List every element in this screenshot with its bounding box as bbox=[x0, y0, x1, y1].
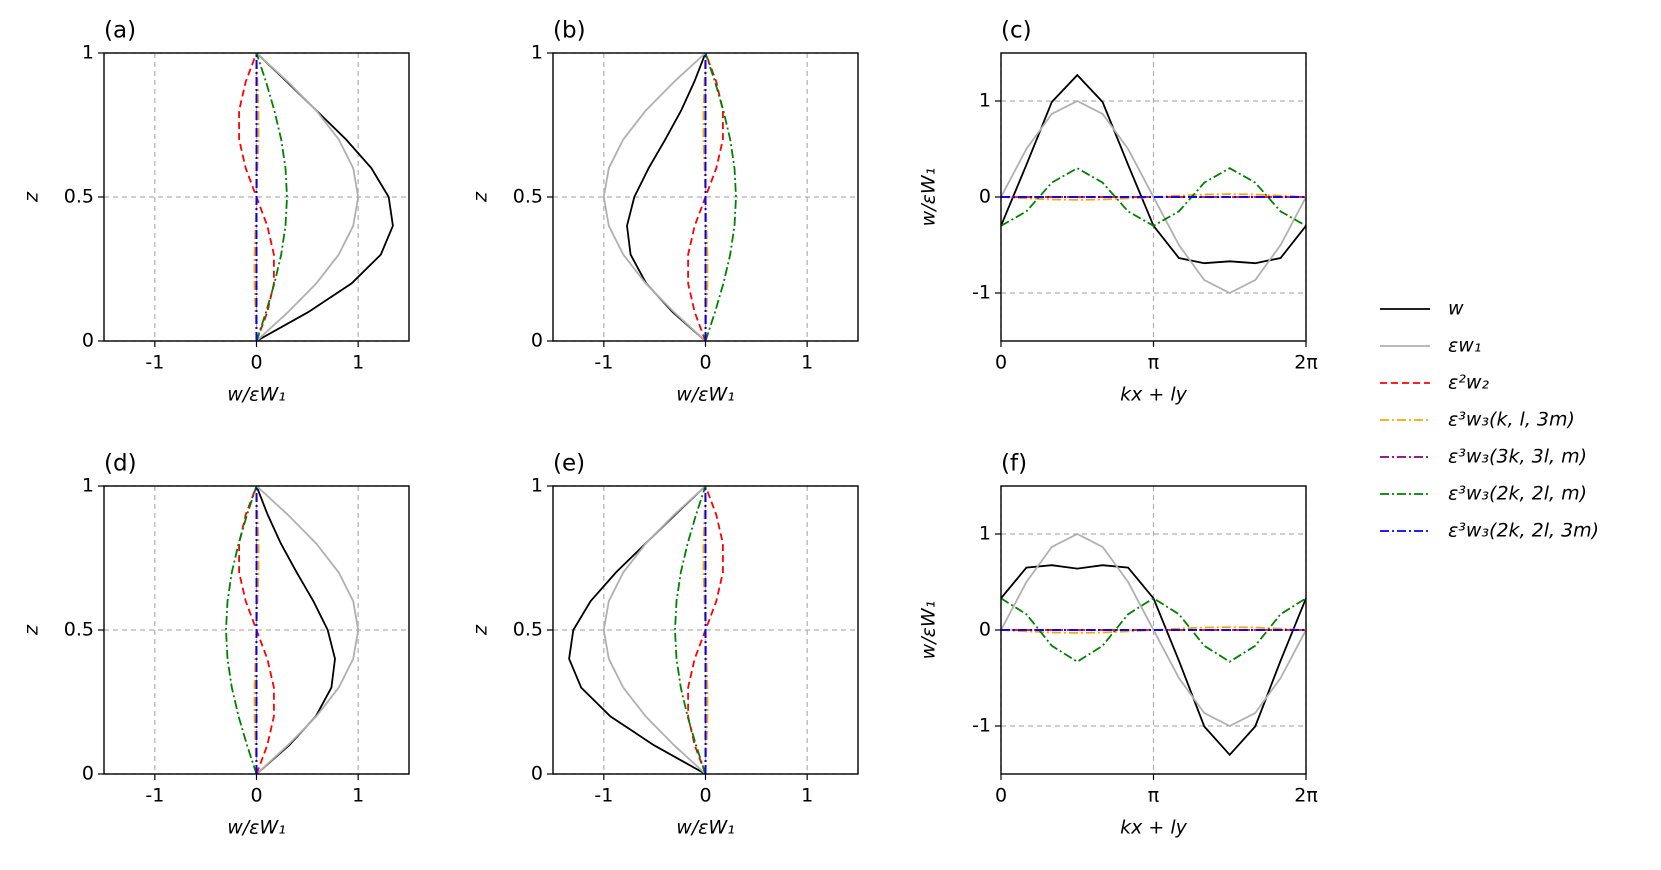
x-tick-label: -1 bbox=[145, 352, 164, 374]
panel: -1 0 1 0 0.5 1 (d) w/εW₁ z bbox=[21, 451, 410, 839]
y-tick-label: 0 bbox=[979, 186, 991, 208]
y-tick-label: -1 bbox=[972, 282, 991, 304]
series-line bbox=[255, 486, 360, 774]
y-tick-label: 0.5 bbox=[64, 186, 94, 208]
y-tick-label: 0 bbox=[531, 763, 543, 785]
lines bbox=[238, 53, 394, 341]
x-tick-label: 0 bbox=[699, 785, 711, 807]
x-tick-label: -1 bbox=[594, 785, 613, 807]
axes-frame bbox=[1000, 485, 1307, 775]
series-line bbox=[1001, 597, 1306, 663]
y-tick-label: 1 bbox=[531, 42, 543, 64]
y-tick-label: 0.5 bbox=[513, 619, 543, 641]
x-tick-label: 1 bbox=[352, 352, 364, 374]
panel-title: (f) bbox=[1001, 451, 1027, 477]
axes-frame bbox=[1000, 52, 1307, 342]
x-axis-label: w/εW₁ bbox=[227, 384, 286, 406]
panel: -1 0 1 0 0.5 1 (e) w/εW₁ z bbox=[470, 451, 859, 839]
x-tick-label: 1 bbox=[801, 352, 813, 374]
axes-frame bbox=[103, 52, 410, 342]
legend: w εw₁ ε²w₂ ε³w₃(k, l, 3m) ε³w₃(3k, 3l, m) ε³w… bbox=[1380, 298, 1599, 542]
x-tick-label: 2π bbox=[1294, 352, 1318, 374]
series-line bbox=[1001, 167, 1306, 227]
lines bbox=[225, 486, 360, 774]
y-tick-label: 0.5 bbox=[513, 186, 543, 208]
legend-label: ε³w₃(k, l, 3m) bbox=[1448, 409, 1575, 431]
y-tick-label: 1 bbox=[82, 475, 94, 497]
series-line bbox=[1001, 99, 1306, 295]
panel-title: (b) bbox=[553, 18, 586, 44]
lines bbox=[602, 53, 737, 341]
y-tick-label: 1 bbox=[82, 42, 94, 64]
axes-frame bbox=[103, 485, 410, 775]
legend-label: ε²w₂ bbox=[1448, 372, 1489, 394]
y-axis-label: z bbox=[21, 191, 43, 203]
y-tick-label: 1 bbox=[979, 523, 991, 545]
panel: 0 π 2π -1 0 1 (c) kx + ly w/εW₁ bbox=[918, 18, 1318, 406]
series-line bbox=[1001, 564, 1306, 757]
legend-label: ε³w₃(3k, 3l, m) bbox=[1448, 446, 1587, 468]
x-tick-label: 0 bbox=[250, 785, 262, 807]
series-line bbox=[674, 486, 707, 774]
series-line bbox=[704, 53, 737, 341]
axes-frame bbox=[552, 52, 859, 342]
panel-title: (a) bbox=[104, 18, 136, 44]
legend-label: εw₁ bbox=[1448, 335, 1481, 357]
series-line bbox=[1001, 532, 1306, 728]
y-tick-label: 0 bbox=[979, 619, 991, 641]
series-line bbox=[255, 53, 288, 341]
legend-label: ε³w₃(2k, 2l, 3m) bbox=[1448, 520, 1599, 542]
lines bbox=[568, 486, 724, 774]
legend-label: w bbox=[1448, 298, 1464, 320]
series-line bbox=[255, 53, 360, 341]
x-tick-label: 0 bbox=[995, 785, 1007, 807]
panel-title: (e) bbox=[553, 451, 585, 477]
x-tick-label: π bbox=[1148, 352, 1159, 374]
panel: 0 π 2π -1 0 1 (f) kx + ly w/εW₁ bbox=[918, 451, 1318, 839]
panel-title: (d) bbox=[104, 451, 137, 477]
x-axis-label: w/εW₁ bbox=[227, 817, 286, 839]
series-line bbox=[602, 486, 707, 774]
panel-title: (c) bbox=[1001, 18, 1032, 44]
series-line bbox=[602, 53, 707, 341]
panel: -1 0 1 0 0.5 1 (a) w/εW₁ z bbox=[21, 18, 410, 406]
x-tick-label: 2π bbox=[1294, 785, 1318, 807]
y-axis-label: z bbox=[470, 191, 492, 203]
y-tick-label: 1 bbox=[979, 90, 991, 112]
y-tick-label: 0 bbox=[82, 763, 94, 785]
x-axis-label: kx + ly bbox=[1120, 384, 1188, 406]
x-tick-label: 1 bbox=[801, 785, 813, 807]
x-tick-label: 0 bbox=[250, 352, 262, 374]
legend-label: ε³w₃(2k, 2l, m) bbox=[1448, 483, 1587, 505]
y-axis-label: z bbox=[21, 624, 43, 636]
y-tick-label: 0 bbox=[82, 330, 94, 352]
x-axis-label: w/εW₁ bbox=[676, 384, 735, 406]
x-axis-label: kx + ly bbox=[1120, 817, 1188, 839]
y-tick-label: 1 bbox=[531, 475, 543, 497]
x-tick-label: 0 bbox=[699, 352, 711, 374]
x-tick-label: π bbox=[1148, 785, 1159, 807]
panel: -1 0 1 0 0.5 1 (b) w/εW₁ z bbox=[470, 18, 859, 406]
x-tick-label: -1 bbox=[145, 785, 164, 807]
y-axis-label: w/εW₁ bbox=[918, 601, 940, 660]
lines bbox=[1001, 73, 1306, 295]
y-tick-label: 0 bbox=[531, 330, 543, 352]
x-axis-label: w/εW₁ bbox=[676, 817, 735, 839]
x-tick-label: 0 bbox=[995, 352, 1007, 374]
x-tick-label: -1 bbox=[594, 352, 613, 374]
x-tick-label: 1 bbox=[352, 785, 364, 807]
y-axis-label: z bbox=[470, 624, 492, 636]
lines bbox=[1001, 532, 1306, 757]
axes-frame bbox=[552, 485, 859, 775]
y-tick-label: -1 bbox=[972, 715, 991, 737]
series-line bbox=[225, 486, 258, 774]
y-tick-label: 0.5 bbox=[64, 619, 94, 641]
y-axis-label: w/εW₁ bbox=[918, 168, 940, 227]
